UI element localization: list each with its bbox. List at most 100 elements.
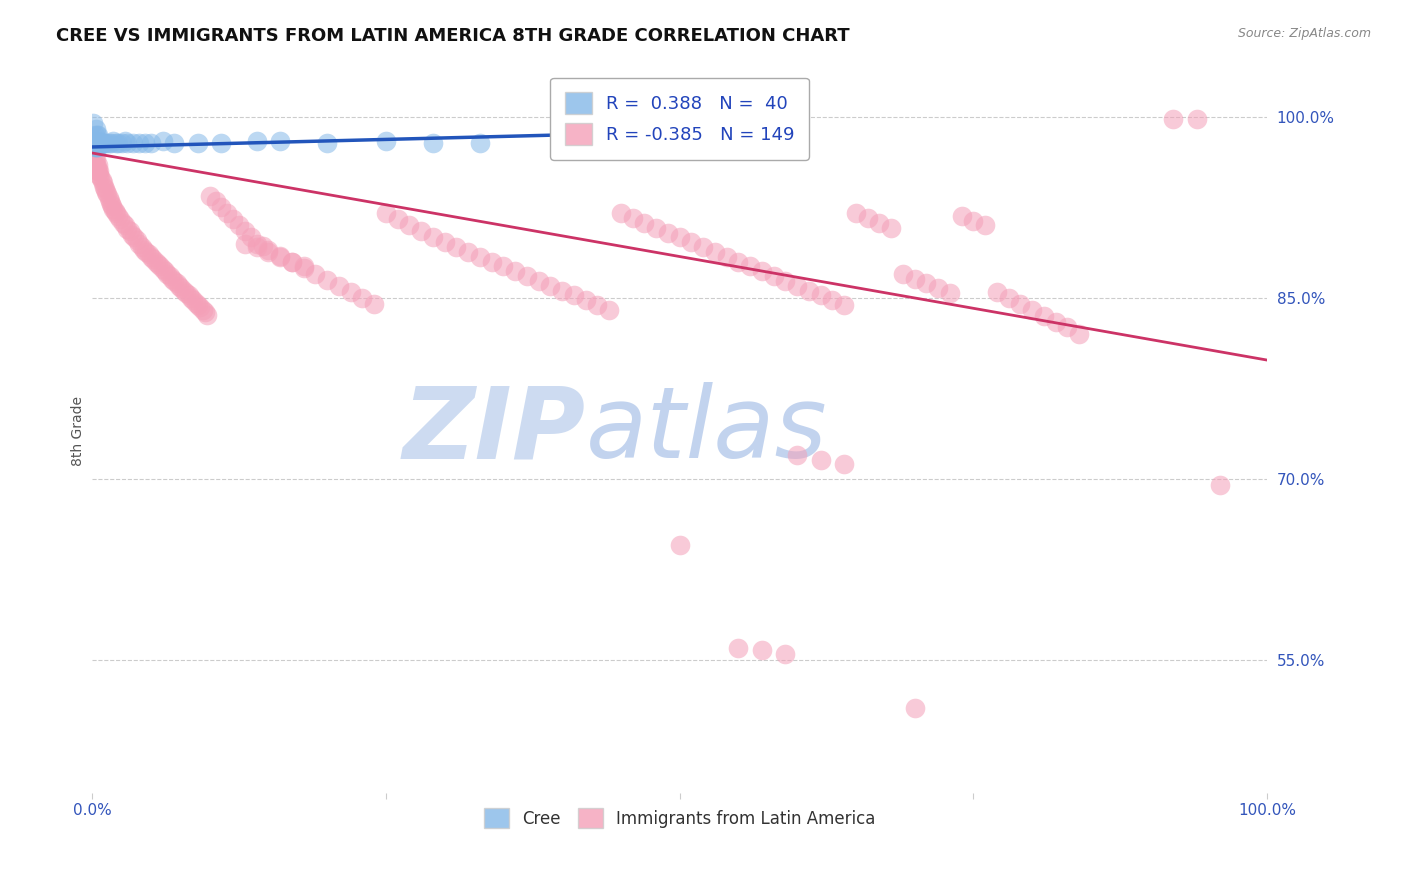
Point bbox=[84, 158, 107, 172]
Point bbox=[751, 643, 773, 657]
Point bbox=[163, 136, 186, 151]
Point bbox=[87, 128, 110, 142]
Point bbox=[84, 140, 107, 154]
Point bbox=[181, 293, 204, 308]
Point bbox=[762, 269, 785, 284]
Point bbox=[107, 136, 129, 151]
Point bbox=[821, 293, 844, 308]
Point bbox=[657, 226, 679, 240]
Point bbox=[316, 136, 339, 151]
Point bbox=[610, 206, 633, 220]
Point bbox=[422, 136, 444, 151]
Legend: Cree, Immigrants from Latin America: Cree, Immigrants from Latin America bbox=[478, 801, 882, 835]
Point bbox=[94, 182, 117, 196]
Point bbox=[135, 244, 157, 259]
Point bbox=[751, 136, 773, 151]
Point bbox=[939, 285, 962, 300]
Point bbox=[492, 260, 515, 274]
Point bbox=[246, 236, 269, 251]
Point bbox=[90, 136, 112, 151]
Point bbox=[810, 452, 832, 467]
Point bbox=[586, 298, 609, 312]
Point bbox=[727, 254, 749, 268]
Point bbox=[170, 281, 193, 295]
Point bbox=[387, 212, 409, 227]
Point bbox=[117, 136, 139, 151]
Point bbox=[481, 254, 503, 268]
Point bbox=[645, 220, 668, 235]
Point bbox=[195, 308, 218, 322]
Point bbox=[339, 285, 361, 299]
Point bbox=[89, 136, 111, 151]
Point bbox=[146, 257, 169, 271]
Point bbox=[117, 222, 139, 236]
Point bbox=[832, 298, 855, 312]
Point bbox=[716, 250, 738, 264]
Text: ZIP: ZIP bbox=[402, 382, 586, 479]
Point bbox=[89, 134, 111, 148]
Point bbox=[222, 212, 245, 227]
Point bbox=[751, 264, 773, 278]
Point bbox=[159, 269, 181, 284]
Point bbox=[91, 136, 114, 151]
Point bbox=[328, 278, 350, 293]
Point bbox=[598, 302, 620, 317]
Point bbox=[152, 261, 174, 276]
Point bbox=[880, 220, 903, 235]
Point bbox=[740, 260, 762, 274]
Point bbox=[93, 179, 115, 194]
Point bbox=[950, 209, 973, 223]
Point bbox=[89, 164, 111, 178]
Point bbox=[128, 236, 150, 251]
Point bbox=[83, 128, 105, 142]
Point bbox=[111, 216, 134, 230]
Point bbox=[82, 146, 104, 161]
Point bbox=[194, 305, 217, 319]
Point bbox=[915, 277, 938, 291]
Point bbox=[1209, 478, 1232, 492]
Point bbox=[692, 240, 714, 254]
Point bbox=[217, 206, 239, 220]
Point bbox=[775, 647, 797, 661]
Point bbox=[118, 224, 141, 238]
Point bbox=[457, 244, 479, 259]
Point bbox=[903, 271, 925, 285]
Point bbox=[281, 254, 304, 268]
Point bbox=[82, 116, 104, 130]
Point bbox=[87, 164, 110, 178]
Point bbox=[374, 206, 396, 220]
Point bbox=[856, 211, 879, 226]
Point bbox=[198, 189, 221, 203]
Point bbox=[138, 247, 160, 261]
Point bbox=[128, 136, 150, 151]
Point bbox=[1056, 319, 1078, 334]
Point bbox=[91, 176, 114, 190]
Point bbox=[204, 194, 226, 209]
Point bbox=[152, 134, 174, 148]
Point bbox=[575, 293, 598, 308]
Point bbox=[180, 291, 202, 305]
Point bbox=[96, 187, 118, 202]
Point bbox=[239, 230, 262, 244]
Point bbox=[292, 260, 315, 275]
Point bbox=[703, 244, 725, 259]
Point bbox=[411, 224, 433, 238]
Point bbox=[101, 199, 124, 213]
Point bbox=[97, 136, 120, 151]
Point bbox=[125, 233, 148, 247]
Point bbox=[83, 152, 105, 166]
Point bbox=[114, 219, 136, 233]
Point bbox=[160, 271, 183, 285]
Point bbox=[84, 152, 107, 166]
Text: CREE VS IMMIGRANTS FROM LATIN AMERICA 8TH GRADE CORRELATION CHART: CREE VS IMMIGRANTS FROM LATIN AMERICA 8T… bbox=[56, 27, 849, 45]
Point bbox=[257, 243, 280, 257]
Point bbox=[131, 240, 153, 254]
Point bbox=[786, 448, 808, 462]
Point bbox=[87, 158, 110, 172]
Point bbox=[810, 288, 832, 302]
Point bbox=[1021, 302, 1043, 317]
Point bbox=[832, 458, 855, 472]
Point bbox=[1161, 112, 1184, 127]
Point bbox=[668, 538, 690, 552]
Point bbox=[246, 134, 269, 148]
